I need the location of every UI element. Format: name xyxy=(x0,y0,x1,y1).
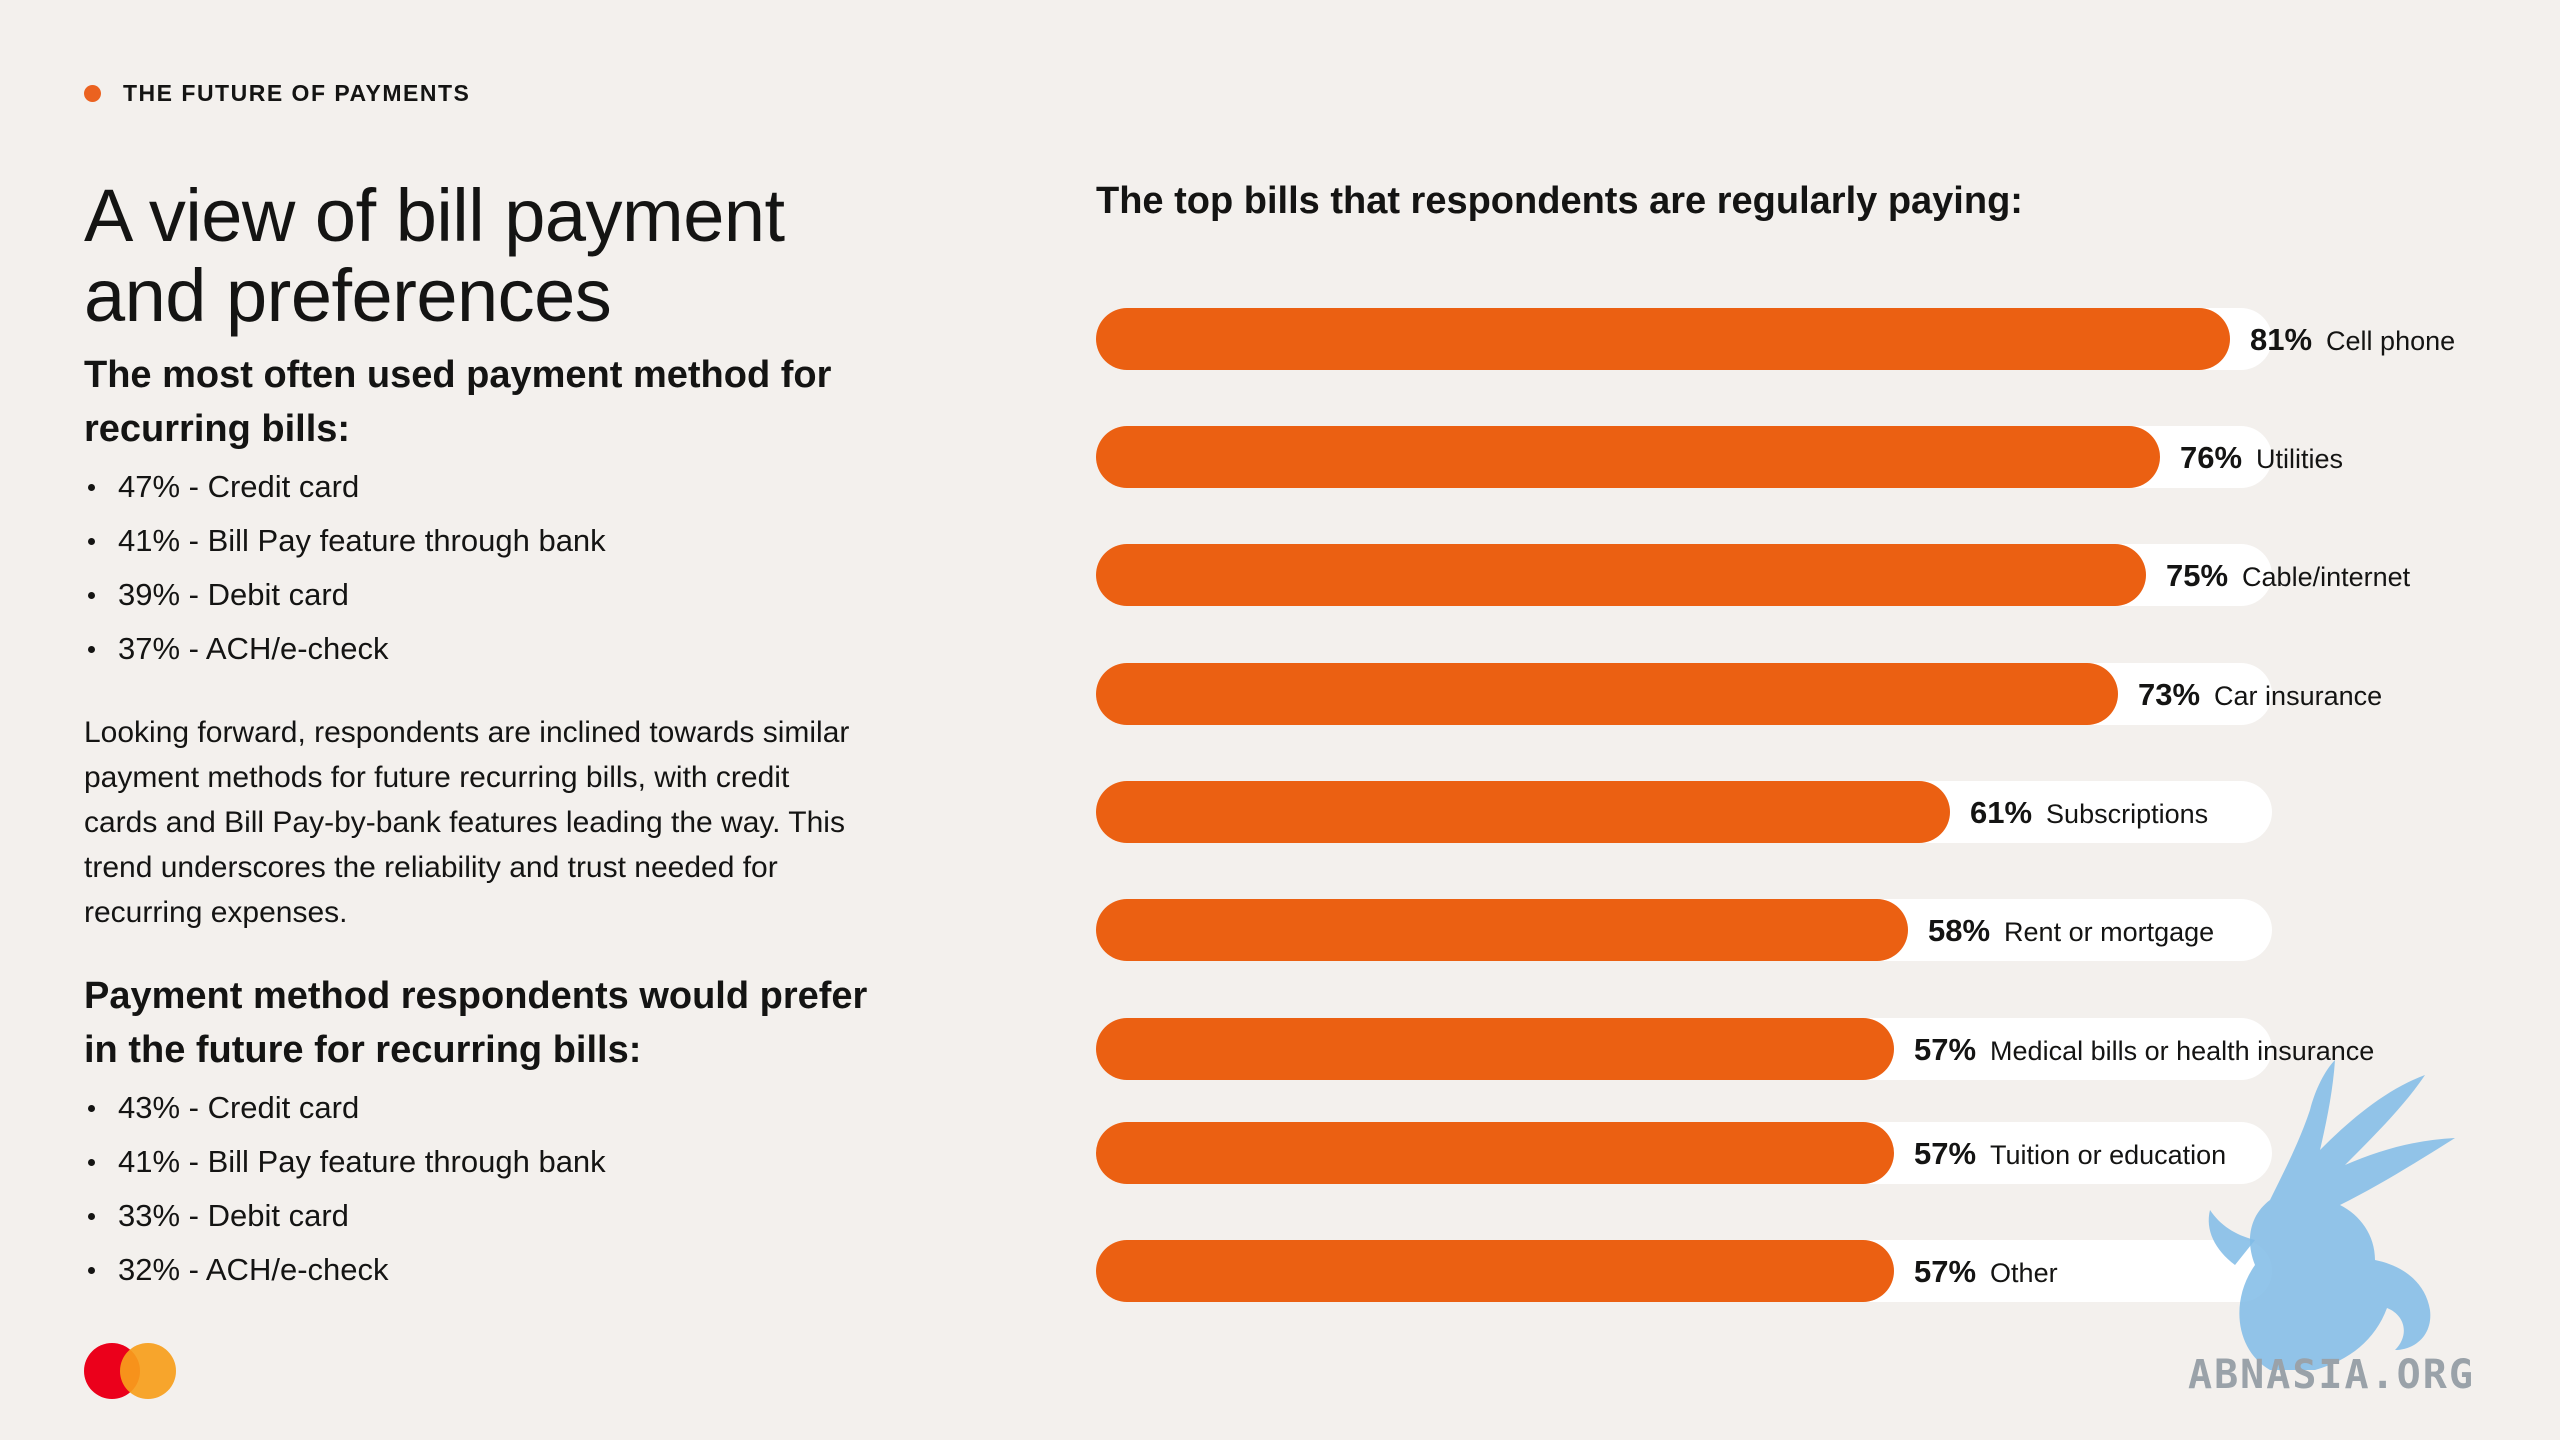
value-label: 76% xyxy=(2180,440,2242,475)
bar-label: 81% Cell phone xyxy=(2250,322,2455,357)
bar xyxy=(1096,308,2230,370)
bar-label: 58% Rent or mortgage xyxy=(1928,913,2214,948)
bar-label: 61% Subscriptions xyxy=(1970,795,2208,830)
bar-label: 57% Tuition or education xyxy=(1914,1136,2226,1171)
list-item: 43% - Credit card xyxy=(84,1081,874,1135)
value-label: 57% xyxy=(1914,1254,1976,1289)
value-label: 61% xyxy=(1970,795,2032,830)
bar-label: 76% Utilities xyxy=(2180,440,2343,475)
category-label: Cell phone xyxy=(2326,326,2455,356)
value-label: 57% xyxy=(1914,1032,1976,1067)
bar-label: 75% Cable/internet xyxy=(2166,558,2411,593)
bar-label: 57% Other xyxy=(1914,1254,2058,1289)
bar xyxy=(1096,781,1950,843)
future-methods-list: 43% - Credit card 41% - Bill Pay feature… xyxy=(84,1081,874,1297)
eyebrow-label: THE FUTURE OF PAYMENTS xyxy=(123,80,471,106)
left-column: A view of bill payment and preferences T… xyxy=(84,176,874,1297)
list-item: 39% - Debit card xyxy=(84,568,874,622)
bar xyxy=(1096,1240,1894,1302)
watermark-text: ABNASIA.ORG xyxy=(2188,1352,2475,1398)
value-label: 58% xyxy=(1928,913,1990,948)
bar xyxy=(1096,663,2118,725)
eyebrow-dot-icon xyxy=(84,85,101,102)
value-label: 75% xyxy=(2166,558,2228,593)
list-item: 32% - ACH/e-check xyxy=(84,1243,874,1297)
bar xyxy=(1096,899,1908,961)
value-label: 57% xyxy=(1914,1136,1976,1171)
category-label: Car insurance xyxy=(2214,681,2382,711)
eyebrow: THE FUTURE OF PAYMENTS xyxy=(84,80,470,107)
bar xyxy=(1096,1122,1894,1184)
category-label: Utilities xyxy=(2256,444,2343,474)
category-label: Other xyxy=(1990,1258,2058,1288)
bar xyxy=(1096,544,2146,606)
griffin-icon xyxy=(2208,1060,2455,1370)
category-label: Medical bills or health insurance xyxy=(1990,1036,2374,1066)
page-title: A view of bill payment and preferences xyxy=(84,174,785,337)
future-methods-heading: Payment method respondents would prefer … xyxy=(84,975,868,1071)
value-label: 81% xyxy=(2250,322,2312,357)
bar-label: 73% Car insurance xyxy=(2138,677,2382,712)
category-label: Rent or mortgage xyxy=(2004,917,2214,947)
list-item: 37% - ACH/e-check xyxy=(84,622,874,676)
summary-paragraph: Looking forward, respondents are incline… xyxy=(84,716,850,929)
logo-yellow-circle-icon xyxy=(120,1343,176,1399)
chart-title: The top bills that respondents are regul… xyxy=(1096,180,2023,222)
bar-label: 57% Medical bills or health insurance xyxy=(1914,1032,2374,1067)
category-label: Cable/internet xyxy=(2242,562,2411,592)
category-label: Subscriptions xyxy=(2046,799,2208,829)
list-item: 41% - Bill Pay feature through bank xyxy=(84,1135,874,1189)
bar xyxy=(1096,1018,1894,1080)
current-methods-list: 47% - Credit card 41% - Bill Pay feature… xyxy=(84,460,874,676)
list-item: 41% - Bill Pay feature through bank xyxy=(84,514,874,568)
value-label: 73% xyxy=(2138,677,2200,712)
bar xyxy=(1096,426,2160,488)
mastercard-logo xyxy=(84,1343,176,1399)
list-item: 33% - Debit card xyxy=(84,1189,874,1243)
list-item: 47% - Credit card xyxy=(84,460,874,514)
current-methods-heading: The most often used payment method for r… xyxy=(84,354,832,450)
category-label: Tuition or education xyxy=(1990,1140,2226,1170)
